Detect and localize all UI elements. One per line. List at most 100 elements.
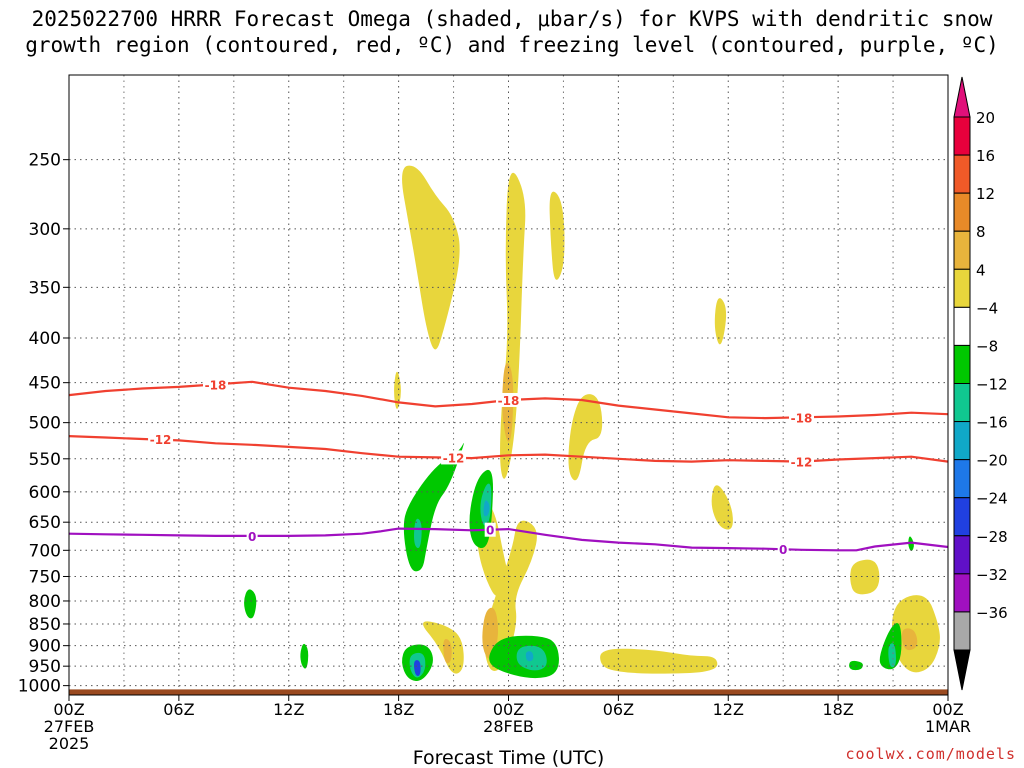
y-tick-label-300: 300 bbox=[29, 220, 61, 240]
colorbar-label-10: −24 bbox=[976, 490, 1008, 508]
y-tick-label-800: 800 bbox=[29, 592, 61, 612]
colorbar-swatch-3 bbox=[953, 230, 971, 270]
contour-label-1-1: -12 bbox=[443, 451, 465, 465]
colorbar-swatch-9 bbox=[953, 459, 971, 499]
y-tick-label-650: 650 bbox=[29, 513, 61, 533]
colorbar-swatch-0 bbox=[953, 116, 971, 156]
omega-region-4 bbox=[714, 298, 727, 345]
omega-region-6 bbox=[711, 485, 733, 530]
omega-region-2 bbox=[549, 191, 565, 280]
omega-region-16 bbox=[443, 638, 452, 664]
omega-region-33 bbox=[414, 660, 421, 676]
omega-region-11 bbox=[850, 559, 880, 595]
contour-label-bg-2-1 bbox=[484, 522, 496, 537]
contour-label-bg-1-0 bbox=[148, 431, 174, 446]
colorbar-swatch-4 bbox=[953, 268, 971, 308]
colorbar-label-13: −36 bbox=[976, 604, 1008, 622]
omega-region-5 bbox=[394, 371, 401, 409]
y-tick-label-500: 500 bbox=[29, 414, 61, 434]
ground-bar bbox=[69, 689, 948, 695]
colorbar-label-4: 4 bbox=[976, 261, 986, 279]
colorbar-label-7: −12 bbox=[976, 376, 1008, 394]
colorbar-label-5: −4 bbox=[976, 299, 998, 317]
omega-region-12 bbox=[892, 595, 940, 673]
colorbar-swatch-8 bbox=[953, 421, 971, 461]
y-tick-label-700: 700 bbox=[29, 541, 61, 561]
y-tick-label-350: 350 bbox=[29, 278, 61, 298]
colorbar-swatch-12 bbox=[953, 573, 971, 613]
contour-label-bg-1-1 bbox=[441, 450, 467, 465]
x-tick-label-0-0: 00Z bbox=[53, 700, 84, 719]
y-axis-ticks: 2503003504004505005506006507007508008509… bbox=[18, 151, 69, 697]
y-tick-label-400: 400 bbox=[29, 329, 61, 349]
y-tick-label-600: 600 bbox=[29, 483, 61, 503]
colorbar-bottom-arrow bbox=[953, 649, 971, 691]
omega-region-20 bbox=[300, 643, 309, 669]
contour-label-1-0: -12 bbox=[150, 433, 172, 447]
colorbar-label-1: 16 bbox=[976, 147, 995, 165]
y-tick-label-250: 250 bbox=[29, 151, 61, 171]
omega-region-32 bbox=[525, 651, 534, 662]
contour-label-bg-2-0 bbox=[246, 528, 258, 543]
colorbar-label-12: −32 bbox=[976, 566, 1008, 584]
x-axis-label: Forecast Time (UTC) bbox=[413, 747, 604, 768]
y-tick-label-900: 900 bbox=[29, 637, 61, 657]
contour-label-bg-1-2 bbox=[789, 454, 814, 469]
x-tick-label-8-0: 00Z bbox=[932, 700, 963, 719]
y-tick-label-550: 550 bbox=[29, 450, 61, 470]
omega-shading-layer bbox=[244, 165, 940, 681]
x-tick-label-4-0: 00Z bbox=[493, 700, 524, 719]
x-tick-label-7-0: 18Z bbox=[822, 700, 853, 719]
omega-region-3 bbox=[568, 394, 603, 481]
contour-2 bbox=[68, 527, 949, 552]
colorbar: 20 16 12 8 4 −4 −8 −12 −16 −20 −24 −28 −32 −36 bbox=[953, 76, 1008, 691]
omega-region-1 bbox=[500, 172, 526, 479]
colorbar-top-arrow bbox=[953, 76, 971, 118]
x-tick-label-2-0: 12Z bbox=[273, 700, 304, 719]
contour-label-0-0: -18 bbox=[205, 378, 227, 392]
colorbar-label-6: −8 bbox=[976, 337, 998, 355]
chart-title: 2025022700 HRRR Forecast Omega (shaded, … bbox=[0, 6, 1024, 58]
colorbar-label-11: −28 bbox=[976, 528, 1008, 546]
y-tick-label-1000: 1000 bbox=[18, 677, 61, 697]
x-tick-label-8-1: 1MAR bbox=[925, 717, 971, 736]
omega-region-19 bbox=[244, 589, 257, 619]
credit-text: coolwx.com/models bbox=[845, 745, 1016, 763]
y-tick-label-950: 950 bbox=[29, 657, 61, 677]
colorbar-label-2: 12 bbox=[976, 185, 995, 203]
contour-label-2-1: 0 bbox=[486, 524, 494, 538]
contour-label-1-2: -12 bbox=[791, 456, 813, 470]
contour-label-bg-2-2 bbox=[777, 542, 789, 557]
x-tick-label-0-1: 27FEB bbox=[44, 717, 95, 736]
omega-region-0 bbox=[402, 165, 460, 350]
contour-label-bg-0-1 bbox=[496, 392, 521, 407]
contour-label-2-2: 0 bbox=[779, 543, 787, 557]
colorbar-swatch-11 bbox=[953, 535, 971, 575]
colorbar-swatch-6 bbox=[953, 344, 971, 384]
title-line-2: growth region (contoured, red, ºC) and f… bbox=[25, 33, 999, 57]
x-tick-label-5-0: 06Z bbox=[603, 700, 634, 719]
contour-label-bg-0-2 bbox=[789, 410, 814, 425]
title-line-1: 2025022700 HRRR Forecast Omega (shaded, … bbox=[31, 7, 993, 31]
contour-label-2-0: 0 bbox=[248, 530, 256, 544]
colorbar-label-8: −16 bbox=[976, 414, 1008, 432]
omega-region-31 bbox=[483, 500, 490, 517]
colorbar-swatch-2 bbox=[953, 192, 971, 232]
omega-region-10 bbox=[600, 648, 718, 674]
x-tick-label-1-0: 06Z bbox=[163, 700, 194, 719]
colorbar-label-3: 8 bbox=[976, 223, 986, 241]
x-tick-label-0-2: 2025 bbox=[49, 734, 90, 753]
y-tick-label-750: 750 bbox=[29, 567, 61, 587]
colorbar-label-0: 20 bbox=[976, 109, 995, 127]
contour-label-0-1: -18 bbox=[498, 394, 520, 408]
x-tick-label-6-0: 12Z bbox=[713, 700, 744, 719]
y-tick-label-850: 850 bbox=[29, 615, 61, 635]
y-tick-label-450: 450 bbox=[29, 374, 61, 394]
contour-label-bg-0-0 bbox=[203, 377, 228, 392]
colorbar-swatch-10 bbox=[953, 497, 971, 537]
contour-label-0-2: -18 bbox=[791, 411, 813, 425]
omega-region-24 bbox=[849, 660, 863, 671]
omega-region-30 bbox=[888, 643, 896, 668]
colorbar-swatch-13 bbox=[953, 611, 971, 651]
